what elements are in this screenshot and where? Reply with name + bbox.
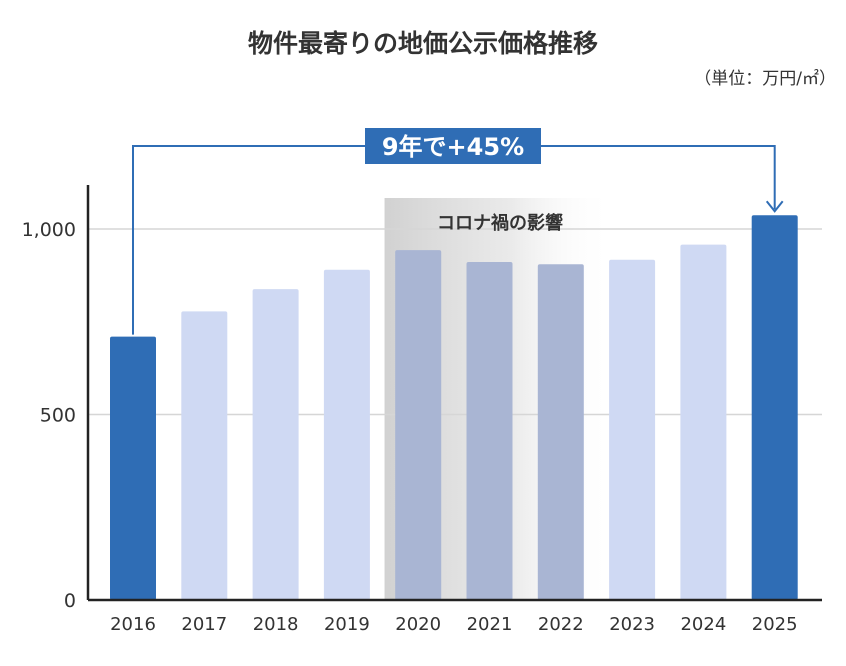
- bar-2024: [680, 244, 727, 600]
- bar-2016: [110, 336, 156, 600]
- unit-label: （単位：万円/㎡）: [694, 69, 836, 89]
- bar-2019: [323, 269, 370, 600]
- x-tick-label-2017: 2017: [181, 614, 227, 635]
- growth-badge-label: 9年で+45%: [382, 133, 524, 161]
- bar-2021: [466, 262, 513, 600]
- x-tick-label-2023: 2023: [609, 614, 655, 635]
- bar-2023: [609, 259, 656, 600]
- covid-impact-label: コロナ禍の影響: [437, 212, 563, 234]
- arrow-down-icon: [765, 200, 784, 213]
- bar-2018: [252, 289, 299, 600]
- x-tick-label-2020: 2020: [395, 614, 441, 635]
- chart-title: 物件最寄りの地価公示価格推移: [248, 29, 598, 58]
- bar-2025: [751, 215, 798, 600]
- growth-badge: [365, 128, 541, 164]
- x-tick-label-2016: 2016: [110, 614, 156, 635]
- bar-2017: [181, 311, 228, 600]
- y-tick-label: 500: [40, 405, 76, 427]
- x-tick-label-2019: 2019: [324, 614, 370, 635]
- x-tick-label-2024: 2024: [680, 614, 726, 635]
- x-tick-label-2021: 2021: [467, 614, 513, 635]
- bar-2020: [395, 250, 442, 600]
- x-tick-label-2022: 2022: [538, 614, 584, 635]
- x-tick-label-2018: 2018: [253, 614, 299, 635]
- y-tick-label: 0: [64, 590, 76, 612]
- y-tick-label: 1,000: [22, 219, 76, 241]
- x-tick-label-2025: 2025: [752, 614, 798, 635]
- bar-2022: [537, 264, 584, 600]
